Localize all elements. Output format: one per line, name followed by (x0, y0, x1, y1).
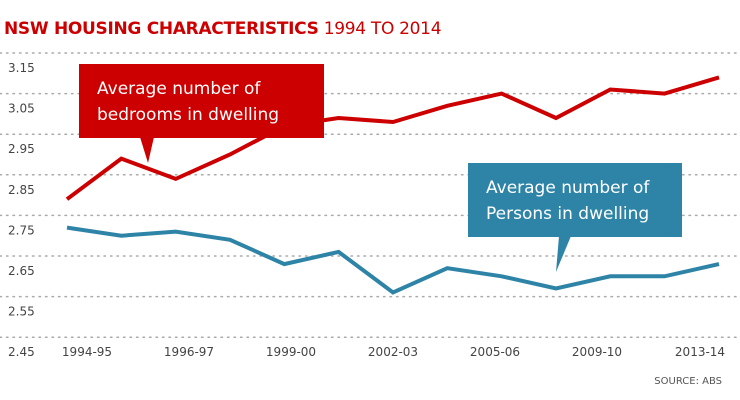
x-tick-label: 2013-14 (675, 345, 725, 359)
title-bold: NSW HOUSING CHARACTERISTICS (4, 19, 319, 39)
y-tick-label: 2.45 (8, 345, 35, 359)
callout-text: Average number of (486, 178, 650, 198)
y-tick-label: 2.75 (8, 223, 35, 237)
x-tick-label: 2002-03 (368, 345, 418, 359)
y-tick-label: 2.85 (8, 183, 35, 197)
callout-text: Average number of (97, 79, 261, 99)
callout-pointer (140, 137, 154, 163)
chart-title: NSW HOUSING CHARACTERISTICS 1994 TO 2014 (4, 19, 442, 39)
series-line-persons (66, 225, 720, 295)
x-tick-label: 1996-97 (164, 345, 214, 359)
source-note: SOURCE: ABS (654, 376, 722, 387)
callout-text: bedrooms in dwelling (97, 105, 279, 125)
y-tick-label: 2.55 (8, 305, 35, 319)
y-tick-label: 2.65 (8, 264, 35, 278)
callout-box (468, 163, 682, 237)
x-tick-label: 1994-95 (62, 345, 112, 359)
title-regular: 1994 TO 2014 (323, 19, 442, 39)
callout-text: Persons in dwelling (486, 204, 649, 224)
x-tick-label: 2009-10 (572, 345, 622, 359)
y-tick-label: 3.05 (8, 102, 35, 116)
callout-pointer (556, 236, 571, 272)
x-tick-label: 2005-06 (470, 345, 520, 359)
x-tick-label: 1999-00 (266, 345, 316, 359)
y-tick-label: 2.95 (8, 142, 35, 156)
callout-box (79, 64, 324, 138)
y-tick-label: 3.15 (8, 61, 35, 75)
